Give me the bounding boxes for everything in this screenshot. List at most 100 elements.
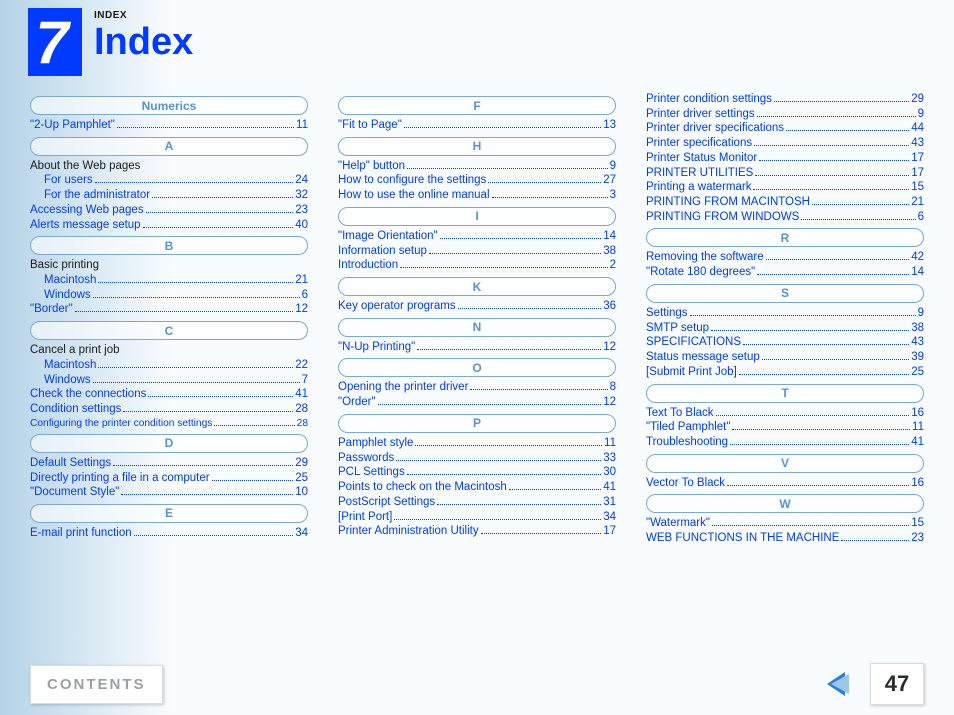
entry-label: Vector To Black <box>646 476 725 491</box>
index-entry[interactable]: E-mail print function34 <box>30 526 308 541</box>
index-entry[interactable]: Printer Administration Utility17 <box>338 524 616 539</box>
entry-label: Printer condition settings <box>646 92 772 107</box>
index-subentry[interactable]: Windows6 <box>30 288 308 303</box>
index-entry[interactable]: WEB FUNCTIONS IN THE MACHINE23 <box>646 531 924 546</box>
entry-label: Printer driver specifications <box>646 121 784 136</box>
index-entry[interactable]: Printer specifications43 <box>646 136 924 151</box>
index-entry[interactable]: "Fit to Page"13 <box>338 118 616 133</box>
index-column: F"Fit to Page"13H"Help" button9How to co… <box>338 92 616 546</box>
index-entry[interactable]: "Rotate 180 degrees"14 <box>646 265 924 280</box>
leader-dots <box>212 473 294 481</box>
index-entry[interactable]: How to configure the settings27 <box>338 173 616 188</box>
index-subentry[interactable]: Macintosh22 <box>30 358 308 373</box>
contents-button[interactable]: CONTENTS <box>30 665 163 704</box>
index-heading: Basic printing <box>30 258 308 273</box>
entry-label: "Fit to Page" <box>338 118 402 133</box>
entry-page: 36 <box>603 299 616 314</box>
index-entry[interactable]: Directly printing a file in a computer 25 <box>30 471 308 486</box>
entry-page: 43 <box>911 335 924 350</box>
leader-dots <box>727 478 909 486</box>
leader-dots <box>400 260 607 268</box>
index-entry[interactable]: PRINTING FROM WINDOWS6 <box>646 210 924 225</box>
index-entry[interactable]: "Tiled Pamphlet"11 <box>646 420 924 435</box>
section-label: W <box>646 494 924 513</box>
page-number: 47 <box>870 663 924 705</box>
index-entry[interactable]: Configuring the printer condition settin… <box>30 417 308 430</box>
index-entry[interactable]: [Print Port]34 <box>338 510 616 525</box>
index-entry[interactable]: "Image Orientation"14 <box>338 229 616 244</box>
section-label: S <box>646 284 924 303</box>
index-entry[interactable]: Removing the software42 <box>646 250 924 265</box>
leader-dots <box>730 437 909 445</box>
entry-page: 42 <box>911 250 924 265</box>
back-button[interactable] <box>822 669 852 699</box>
leader-dots <box>458 301 602 309</box>
index-entry[interactable]: "Watermark"15 <box>646 516 924 531</box>
index-subentry[interactable]: For users24 <box>30 173 308 188</box>
entry-label: E-mail print function <box>30 526 132 541</box>
index-entry[interactable]: "Document Style"10 <box>30 485 308 500</box>
leader-dots <box>509 482 601 490</box>
index-entry[interactable]: Check the connections41 <box>30 387 308 402</box>
index-entry[interactable]: Passwords33 <box>338 451 616 466</box>
index-entry[interactable]: "Help" button9 <box>338 159 616 174</box>
section-label: Numerics <box>30 96 308 115</box>
section-label: F <box>338 96 616 115</box>
leader-dots <box>492 190 608 198</box>
leader-dots <box>415 438 602 446</box>
index-entry[interactable]: Points to check on the Macintosh41 <box>338 480 616 495</box>
index-entry[interactable]: Vector To Black16 <box>646 476 924 491</box>
index-entry[interactable]: Printer Status Monitor17 <box>646 151 924 166</box>
index-entry[interactable]: Printer driver settings9 <box>646 107 924 122</box>
index-entry[interactable]: Accessing Web pages23 <box>30 203 308 218</box>
index-entry[interactable]: Text To Black16 <box>646 406 924 421</box>
entry-page: 9 <box>610 159 616 174</box>
index-entry[interactable]: Status message setup39 <box>646 350 924 365</box>
entry-label: "Border" <box>30 302 73 317</box>
leader-dots <box>152 190 293 198</box>
index-entry[interactable]: Settings9 <box>646 306 924 321</box>
index-subentry[interactable]: For the administrator32 <box>30 188 308 203</box>
entry-page: 25 <box>295 471 308 486</box>
index-entry[interactable]: Condition settings28 <box>30 402 308 417</box>
entry-page: 15 <box>911 180 924 195</box>
index-entry[interactable]: [Submit Print Job]25 <box>646 365 924 380</box>
index-entry[interactable]: Pamphlet style11 <box>338 436 616 451</box>
index-entry[interactable]: SPECIFICATIONS43 <box>646 335 924 350</box>
index-entry[interactable]: "N-Up Printing"12 <box>338 340 616 355</box>
index-entry[interactable]: "2-Up Pamphlet"11 <box>30 118 308 133</box>
index-entry[interactable]: Printer driver specifications44 <box>646 121 924 136</box>
entry-label: Directly printing a file in a computer <box>30 471 210 486</box>
leader-dots <box>146 205 294 213</box>
index-entry[interactable]: "Order"12 <box>338 395 616 410</box>
index-subentry[interactable]: Windows7 <box>30 373 308 388</box>
leader-dots <box>470 382 607 390</box>
index-entry[interactable]: Default Settings29 <box>30 456 308 471</box>
entry-label: Windows <box>44 288 91 303</box>
index-entry[interactable]: Information setup38 <box>338 244 616 259</box>
entry-page: 15 <box>911 516 924 531</box>
entry-label: Printing a watermark <box>646 180 751 195</box>
leader-dots <box>407 467 602 475</box>
index-entry[interactable]: "Border"12 <box>30 302 308 317</box>
entry-page: 41 <box>911 435 924 450</box>
index-entry[interactable]: PRINTER UTILITIES17 <box>646 166 924 181</box>
index-entry[interactable]: PCL Settings30 <box>338 465 616 480</box>
index-entry[interactable]: Printer condition settings29 <box>646 92 924 107</box>
index-entry[interactable]: Alerts message setup40 <box>30 218 308 233</box>
index-entry[interactable]: Opening the printer driver8 <box>338 380 616 395</box>
section-label: D <box>30 434 308 453</box>
entry-label: PostScript Settings <box>338 495 435 510</box>
index-entry[interactable]: How to use the online manual3 <box>338 188 616 203</box>
entry-page: 25 <box>911 365 924 380</box>
index-entry[interactable]: PostScript Settings31 <box>338 495 616 510</box>
index-entry[interactable]: Key operator programs36 <box>338 299 616 314</box>
entry-label: Check the connections <box>30 387 146 402</box>
index-entry[interactable]: SMTP setup38 <box>646 321 924 336</box>
index-entry[interactable]: Troubleshooting41 <box>646 435 924 450</box>
leader-dots <box>113 458 293 466</box>
index-entry[interactable]: Introduction2 <box>338 258 616 273</box>
index-entry[interactable]: Printing a watermark 15 <box>646 180 924 195</box>
index-subentry[interactable]: Macintosh21 <box>30 273 308 288</box>
index-entry[interactable]: PRINTING FROM MACINTOSH21 <box>646 195 924 210</box>
